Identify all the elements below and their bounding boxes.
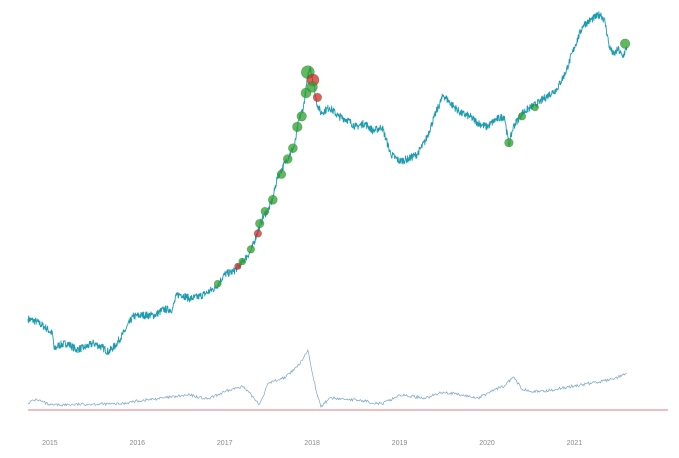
buy-marker: [246, 245, 255, 254]
buy-marker: [288, 143, 298, 153]
buy-marker: [306, 81, 318, 93]
x-tick-label: 2016: [130, 440, 146, 447]
buy-marker: [504, 138, 514, 148]
buy-marker: [260, 207, 270, 216]
x-tick-label: 2020: [479, 440, 495, 447]
buy-marker: [517, 112, 527, 121]
x-tick-label: 2015: [42, 440, 58, 447]
sell-marker: [234, 262, 242, 270]
buy-marker: [292, 121, 303, 132]
indicator-series-line: [27, 348, 628, 408]
price-panel: [27, 11, 628, 356]
x-axis: 2015 2016 2017 2018 2019 2020 2021: [42, 440, 582, 447]
buy-marker: [213, 279, 222, 288]
trade-markers: [213, 38, 631, 288]
buy-marker: [238, 257, 246, 266]
x-tick-label: 2018: [304, 440, 320, 447]
buy-marker: [276, 169, 287, 179]
price-series-line: [27, 11, 628, 356]
x-tick-label: 2017: [217, 440, 233, 447]
buy-marker: [619, 38, 631, 49]
indicator-panel: [27, 348, 668, 411]
buy-marker: [282, 154, 293, 164]
sell-marker: [253, 229, 262, 238]
buy-marker: [267, 195, 278, 205]
x-tick-label: 2021: [567, 440, 583, 447]
buy-marker: [296, 111, 307, 122]
x-tick-label: 2019: [392, 440, 408, 447]
sell-marker: [312, 92, 323, 102]
buy-marker: [531, 103, 539, 112]
buy-marker: [255, 218, 265, 229]
